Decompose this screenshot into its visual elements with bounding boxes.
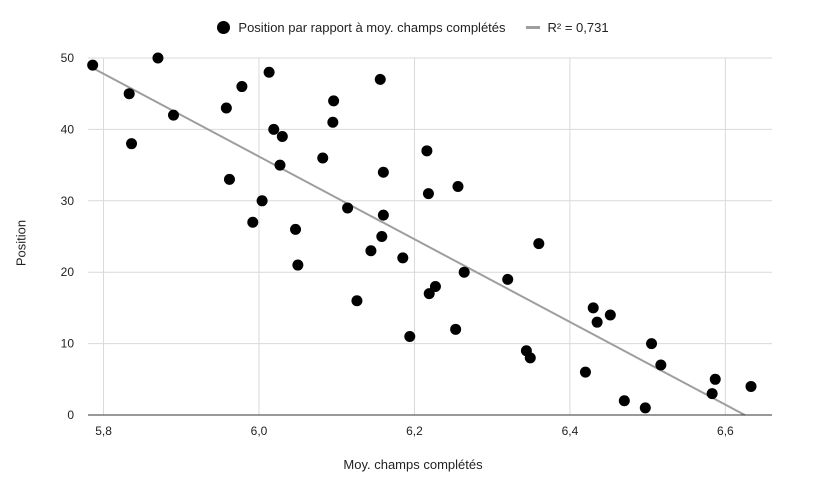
data-point[interactable] bbox=[290, 223, 302, 235]
data-point[interactable] bbox=[377, 209, 389, 221]
data-point[interactable] bbox=[404, 330, 416, 342]
data-point[interactable] bbox=[152, 52, 164, 64]
data-point[interactable] bbox=[452, 181, 464, 193]
data-point[interactable] bbox=[247, 216, 259, 228]
data-point[interactable] bbox=[604, 309, 616, 321]
data-point[interactable] bbox=[745, 380, 757, 392]
data-point[interactable] bbox=[236, 81, 248, 93]
x-tick-label: 5,8 bbox=[95, 424, 112, 438]
y-tick-label: 50 bbox=[61, 51, 75, 65]
data-points bbox=[87, 52, 757, 414]
data-point[interactable] bbox=[524, 352, 536, 364]
x-axis-title: Moy. champs complétés bbox=[343, 457, 483, 472]
data-point[interactable] bbox=[256, 195, 268, 207]
data-point[interactable] bbox=[579, 366, 591, 378]
legend-label-trendline: R² = 0,731 bbox=[547, 19, 609, 35]
x-tick-label: 6,6 bbox=[717, 424, 734, 438]
data-point[interactable] bbox=[377, 166, 389, 178]
data-point[interactable] bbox=[591, 316, 603, 328]
legend-marker-line bbox=[525, 25, 540, 29]
x-tick-label: 6,2 bbox=[406, 424, 423, 438]
data-point[interactable] bbox=[268, 123, 280, 135]
data-point[interactable] bbox=[87, 59, 99, 71]
data-point[interactable] bbox=[276, 131, 288, 143]
y-tick-label: 20 bbox=[61, 265, 75, 279]
data-point[interactable] bbox=[639, 402, 651, 414]
y-axis-title: Position bbox=[13, 219, 29, 267]
data-point[interactable] bbox=[126, 138, 138, 150]
data-point[interactable] bbox=[317, 152, 329, 164]
chart-legend: Position par rapport à moy. champs compl… bbox=[0, 17, 826, 37]
data-point[interactable] bbox=[327, 116, 339, 128]
data-point[interactable] bbox=[123, 88, 135, 100]
tick-labels: 0 10 20 30 40 50 5,8 6,0 6,2 6,4 6,6 bbox=[61, 51, 734, 438]
x-tick-label: 6,0 bbox=[251, 424, 268, 438]
data-point[interactable] bbox=[618, 395, 630, 407]
data-point[interactable] bbox=[706, 388, 718, 400]
trendline-layer bbox=[92, 67, 746, 416]
y-tick-label: 30 bbox=[61, 194, 75, 208]
y-tick-label: 40 bbox=[61, 122, 75, 136]
data-point[interactable] bbox=[168, 109, 179, 121]
data-point[interactable] bbox=[220, 102, 232, 114]
data-point[interactable] bbox=[422, 188, 434, 200]
data-point[interactable] bbox=[397, 252, 409, 264]
y-tick-label: 10 bbox=[61, 337, 75, 351]
legend-item-series[interactable]: Position par rapport à moy. champs compl… bbox=[217, 19, 506, 35]
data-point[interactable] bbox=[342, 202, 354, 214]
data-point[interactable] bbox=[533, 238, 545, 250]
data-point[interactable] bbox=[263, 66, 275, 78]
data-point[interactable] bbox=[376, 231, 388, 242]
data-point[interactable] bbox=[646, 338, 658, 350]
data-point[interactable] bbox=[450, 323, 462, 335]
data-point[interactable] bbox=[655, 359, 667, 371]
legend-label-series: Position par rapport à moy. champs compl… bbox=[238, 19, 506, 35]
x-tick-label: 6,4 bbox=[562, 424, 579, 438]
data-point[interactable] bbox=[351, 295, 363, 307]
data-point[interactable] bbox=[274, 159, 286, 171]
trendline bbox=[92, 67, 746, 416]
data-point[interactable] bbox=[709, 373, 721, 385]
data-point[interactable] bbox=[223, 173, 235, 185]
data-point[interactable] bbox=[429, 280, 441, 292]
data-point[interactable] bbox=[587, 302, 599, 314]
data-point[interactable] bbox=[421, 145, 433, 157]
legend-item-trendline[interactable]: R² = 0,731 bbox=[525, 19, 609, 35]
data-point[interactable] bbox=[502, 273, 514, 285]
data-point[interactable] bbox=[292, 259, 304, 271]
gridlines bbox=[88, 57, 772, 415]
data-point[interactable] bbox=[458, 266, 470, 278]
legend-marker-dot bbox=[217, 20, 231, 34]
y-tick-label: 0 bbox=[67, 408, 74, 422]
data-point[interactable] bbox=[374, 73, 386, 85]
data-point[interactable] bbox=[365, 245, 377, 257]
data-point[interactable] bbox=[423, 288, 435, 300]
data-point[interactable] bbox=[328, 95, 340, 107]
